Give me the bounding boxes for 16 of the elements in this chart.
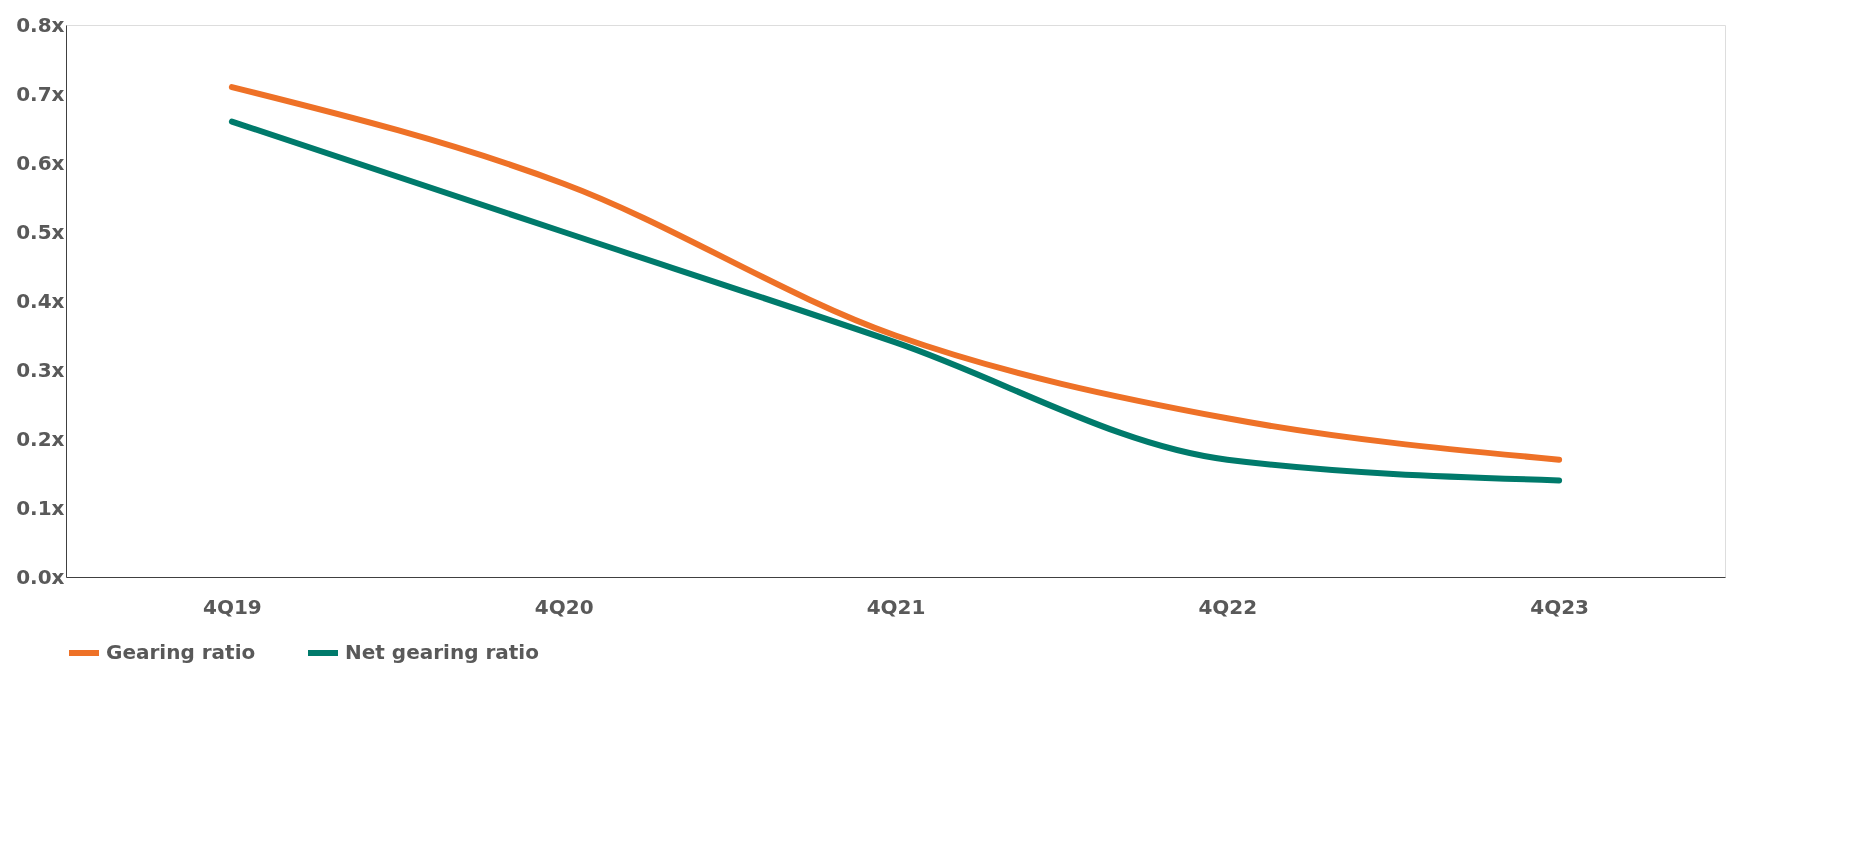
y-tick-label: 0.0x [16, 564, 65, 589]
y-tick-label: 0.3x [16, 357, 65, 382]
y-tick-label: 0.1x [16, 495, 65, 520]
y-tick-label: 0.5x [16, 219, 65, 244]
y-tick-label: 0.6x [16, 150, 65, 175]
legend-label: Gearing ratio [106, 640, 256, 664]
y-tick-label: 0.8x [16, 12, 65, 37]
y-tick-label: 0.4x [16, 288, 65, 313]
x-tick-label: 4Q19 [203, 594, 262, 619]
x-tick-label: 4Q23 [1530, 594, 1589, 619]
legend-label: Net gearing ratio [345, 640, 539, 664]
x-tick-label: 4Q22 [1198, 594, 1258, 619]
y-tick-label: 0.7x [16, 81, 65, 106]
y-tick-label: 0.2x [16, 426, 65, 451]
x-tick-label: 4Q20 [534, 594, 594, 619]
x-tick-label: 4Q21 [866, 594, 926, 619]
